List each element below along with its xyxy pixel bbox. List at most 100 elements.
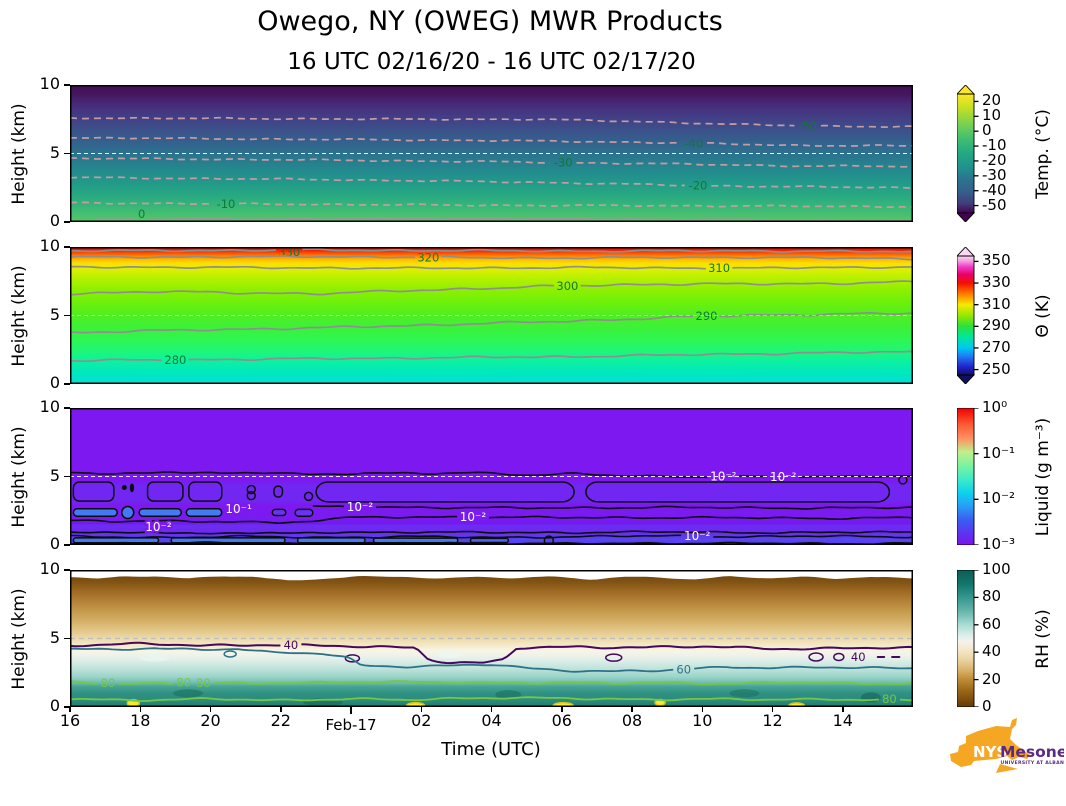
- panel-rh: 40 60 80 80 80 80 40: [69, 570, 914, 710]
- date-range-subtitle: 16 UTC 02/16/20 - 16 UTC 02/17/20: [287, 49, 696, 75]
- x-tick: [280, 707, 282, 712]
- long-island-icon: [996, 764, 1018, 773]
- y-tick: [64, 314, 70, 317]
- contour-label: 290: [696, 309, 718, 323]
- colorbar-tick-label: 10: [982, 106, 1002, 125]
- colorbar-gradient: [956, 407, 975, 546]
- contour-line-10⁻²: [69, 515, 914, 525]
- contour-label: 280: [164, 353, 186, 367]
- contour-blob: [585, 481, 891, 503]
- contour-blob: [170, 537, 286, 544]
- colorbar-tick-label: 10⁰: [982, 398, 1008, 416]
- contour-label: 10⁻²: [145, 520, 172, 534]
- colorbar-tick-label: 330: [982, 273, 1011, 292]
- colorbar-theta: [955, 246, 979, 385]
- panel-temperature-plot: -50 -40 -30 -20 -10 0: [69, 85, 914, 222]
- contour-blob: [604, 653, 623, 662]
- contour-blob: [876, 656, 886, 658]
- contour-line-10⁻²: [69, 530, 913, 535]
- contour-blob: [436, 650, 463, 659]
- panel-temperature: -50 -40 -30 -20 -10 0: [69, 85, 914, 222]
- contour-line-290: [69, 312, 914, 334]
- contour-blob: [121, 484, 127, 490]
- contour-blob: [146, 481, 184, 502]
- x-tick-label: 18: [130, 711, 151, 730]
- colorbar-theta-holder: [955, 246, 1017, 385]
- y-tick-label: 0: [49, 211, 60, 230]
- y-tick: [64, 84, 70, 86]
- y-tick: [64, 637, 70, 640]
- x-tick-label: 12: [762, 711, 783, 730]
- contour-blob: [139, 653, 170, 662]
- contour-label: 10⁻²: [770, 470, 797, 484]
- contour-line--40: [70, 136, 913, 147]
- y-tick-label: 10: [39, 559, 60, 578]
- colorbar-tick-label: 0: [982, 121, 992, 140]
- x-tick-label: 02: [411, 711, 432, 730]
- contour-label: -20: [689, 179, 708, 193]
- contour-label: 10⁻²: [684, 529, 711, 543]
- contour-blob: [246, 490, 256, 501]
- contour-line-10⁻²: [312, 505, 914, 510]
- contour-line-280: [70, 350, 914, 363]
- panel-theta: 330 320 310 300 290 280: [69, 245, 914, 384]
- contour-blob: [120, 505, 135, 520]
- y-tick: [64, 544, 70, 546]
- axes-frame: [70, 570, 913, 707]
- y-tick-label: 5: [49, 465, 60, 485]
- logo-name-text: Mesonet: [1000, 743, 1064, 761]
- colorbar-tick-label: -10: [982, 136, 1007, 155]
- colorbar-temperature-holder: [955, 84, 1017, 223]
- contour-blob: [188, 481, 223, 502]
- y-tick: [64, 383, 70, 385]
- colorbar-tick-label: 10⁻²: [982, 489, 1016, 508]
- x-tick-label: 04: [481, 711, 502, 730]
- contour-label: 10⁻²: [460, 510, 487, 524]
- x-tick: [771, 707, 774, 712]
- contour-label: 80: [196, 676, 211, 690]
- contour-line--20: [69, 176, 914, 190]
- x-tick-label: 10: [692, 711, 713, 730]
- contour-label: 40: [851, 650, 866, 664]
- x-tick-label: 20: [200, 711, 221, 730]
- contour-line-10⁻²: [69, 541, 914, 546]
- y-tick-label: 10: [39, 236, 60, 255]
- x-tick: [561, 707, 563, 712]
- colorbar-tick-label: 250: [982, 359, 1011, 378]
- contour-line-320: [69, 254, 914, 261]
- x-tick: [420, 707, 422, 712]
- contour-blob: [303, 491, 314, 502]
- colorbar-tick-label: 0: [982, 697, 992, 715]
- axes-frame: [70, 85, 913, 222]
- contour-blob: [138, 507, 183, 517]
- colorbar-tick-label: 40: [982, 642, 1002, 661]
- y-tick: [64, 475, 70, 478]
- axes-frame: [70, 408, 913, 545]
- x-tick-label: 06: [551, 711, 572, 730]
- ny-state-icon: [950, 718, 1030, 767]
- contour-line-330: [69, 248, 914, 253]
- x-tick-label: 22: [270, 711, 291, 730]
- colorbar-tick-label: -40: [982, 180, 1007, 199]
- contour-label: 310: [708, 261, 730, 275]
- colorbar-tick-label: 10⁻³: [982, 535, 1016, 553]
- contour-label: 10⁻¹: [225, 502, 252, 516]
- colorbar-axis-label: Liquid (g m⁻³): [1033, 417, 1053, 536]
- x-tick: [701, 707, 703, 712]
- contour-label: 300: [556, 279, 578, 293]
- x-axis-label: Time (UTC): [441, 739, 541, 760]
- colorbar-gradient: [956, 569, 975, 708]
- colorbar-tick-label: -20: [982, 150, 1007, 169]
- contour-label: -40: [684, 136, 703, 150]
- colorbar-arrow-down: [955, 374, 976, 385]
- contour-blob: [129, 483, 135, 493]
- colorbar-tick-label: 290: [982, 316, 1011, 335]
- colorbar-liquid-holder: [956, 407, 1017, 546]
- colorbar-tick-label: -30: [982, 165, 1007, 184]
- colorbar-tick-label: 100: [982, 560, 1011, 578]
- y-tick-label: 10: [39, 397, 60, 416]
- colorbar-arrow-up: [955, 246, 976, 257]
- contour-line-10⁻²: [70, 534, 914, 539]
- y-tick-label: 0: [49, 373, 60, 392]
- x-tick-label: 14: [832, 711, 853, 730]
